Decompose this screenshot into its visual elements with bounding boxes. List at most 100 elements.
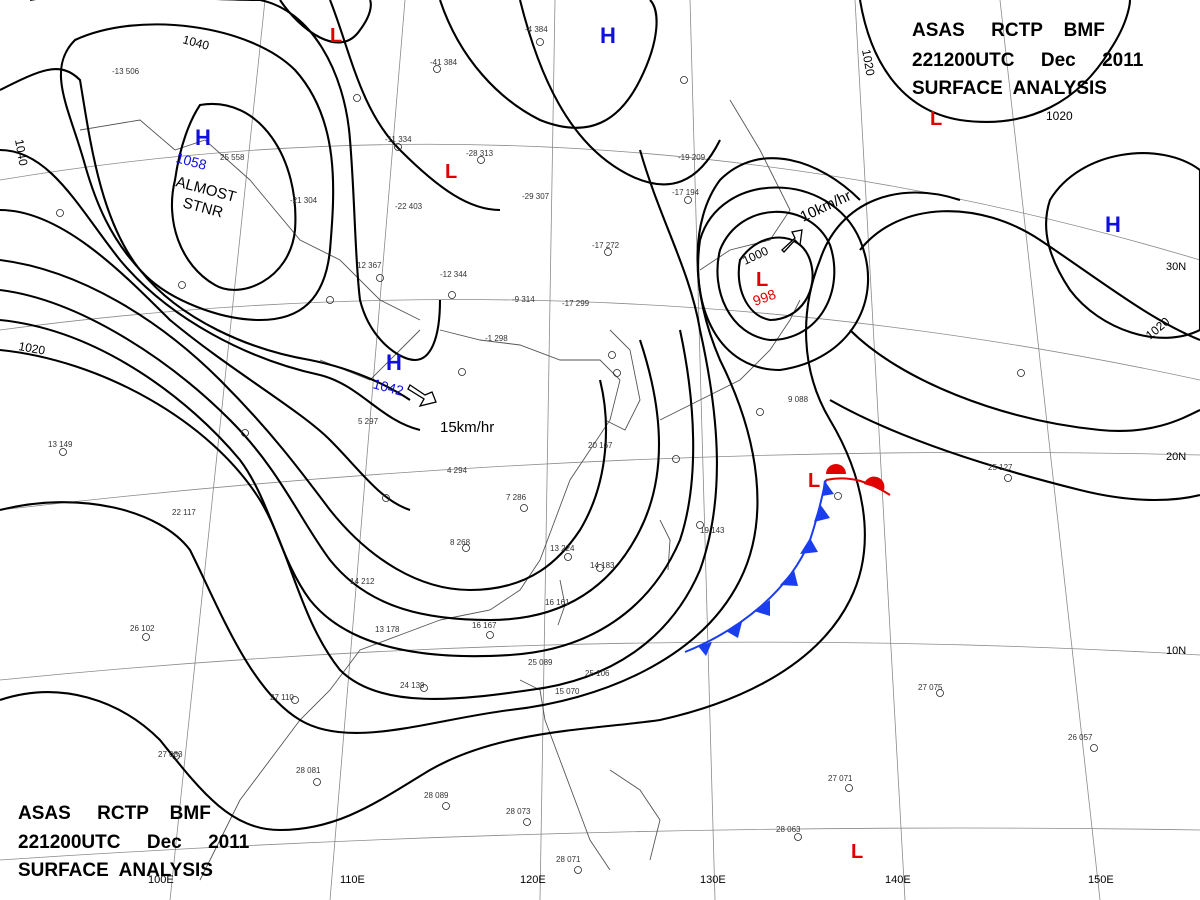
station-markers bbox=[56, 38, 1098, 874]
station-value: 28 073 bbox=[506, 807, 531, 816]
isobar-1048 bbox=[30, 0, 442, 362]
coast-korea bbox=[604, 329, 641, 431]
meridian-140e bbox=[854, 0, 906, 900]
lon-label: 150E bbox=[1088, 874, 1114, 886]
isobar-1012 bbox=[0, 191, 961, 832]
station-value: 25 089 bbox=[528, 658, 553, 667]
isobar-n-small bbox=[279, 0, 372, 44]
high-motion-label: 15km/hr bbox=[440, 419, 494, 436]
high-value-1058: 1058 bbox=[174, 149, 208, 173]
isobar-label: 1020 bbox=[17, 339, 46, 357]
station-value: 27 083 bbox=[158, 750, 183, 759]
isobar-1020 bbox=[0, 149, 718, 700]
lat-label: 20N bbox=[1166, 451, 1186, 463]
isobar-1012-e bbox=[829, 399, 1200, 502]
station-value: 25 127 bbox=[988, 463, 1013, 472]
header-bottom-line1: ASAS RCTP BMF bbox=[18, 803, 211, 824]
lat-label: 10N bbox=[1166, 645, 1186, 657]
isobar-1024-e bbox=[1045, 152, 1200, 339]
station-value: 24 139 bbox=[400, 681, 425, 690]
station-value: -17 194 bbox=[672, 188, 700, 197]
station-value: 26 102 bbox=[130, 624, 155, 633]
parallel-20n bbox=[0, 451, 1200, 511]
station-value: -41 384 bbox=[430, 58, 458, 67]
header-top-line1: ASAS RCTP BMF bbox=[912, 20, 1105, 41]
station-value: 13 149 bbox=[48, 440, 73, 449]
isobar-1044 bbox=[0, 68, 411, 401]
isobar-1004 bbox=[716, 210, 836, 342]
coast-bohai bbox=[319, 329, 421, 381]
isobar-1024 bbox=[0, 318, 695, 658]
station-value: 19 143 bbox=[700, 526, 725, 535]
station-value: 4 294 bbox=[447, 466, 468, 475]
parallel-30n bbox=[0, 299, 1200, 381]
meridian-120e bbox=[539, 0, 556, 900]
meridian-150e bbox=[999, 0, 1101, 900]
station-value: 28 071 bbox=[556, 855, 581, 864]
arrow-h-motion bbox=[407, 384, 437, 408]
coast-sakhalin bbox=[699, 99, 791, 271]
meridian-110e bbox=[329, 0, 406, 900]
low-center-mongolia: L bbox=[445, 161, 457, 183]
low-center-998: L bbox=[756, 269, 768, 291]
station-value: -13 506 bbox=[112, 67, 140, 76]
parallel-10n bbox=[0, 641, 1200, 681]
low-center-north: L bbox=[330, 25, 342, 47]
station-value: 28 063 bbox=[776, 825, 801, 834]
header-bottom: ASAS RCTP BMF 221200UTC Dec 2011 SURFACE… bbox=[18, 803, 250, 881]
isobar-label: 1040 bbox=[181, 32, 211, 53]
isobar-1040 bbox=[0, 148, 421, 432]
station-value: 16 161 bbox=[545, 598, 570, 607]
station-value: 25 106 bbox=[585, 669, 610, 678]
arrow-l-motion bbox=[781, 229, 803, 253]
station-value: 15 070 bbox=[555, 687, 580, 696]
station-value: 16 167 bbox=[472, 621, 497, 630]
cold-front bbox=[684, 479, 834, 656]
station-value: 26 057 bbox=[1068, 733, 1093, 742]
station-value: -1 298 bbox=[485, 334, 508, 343]
station-value: 20 167 bbox=[588, 441, 613, 450]
station-value: 14 183 bbox=[590, 561, 615, 570]
lon-label: 140E bbox=[885, 874, 911, 886]
station-value: -9 314 bbox=[512, 295, 535, 304]
axis-labels: 100E 110E 120E 130E 140E 150E 30N 20N 10… bbox=[148, 261, 1186, 886]
motion-arrows bbox=[407, 229, 803, 408]
station-value: 28 089 bbox=[424, 791, 449, 800]
coast-china-east bbox=[439, 329, 621, 621]
coast-japan bbox=[659, 299, 801, 421]
station-value: 13 224 bbox=[550, 544, 575, 553]
isobar-1000 bbox=[737, 236, 814, 322]
header-bottom-line2: 221200UTC Dec 2011 bbox=[18, 832, 250, 853]
station-value: 27 110 bbox=[270, 693, 294, 702]
header-top-line2: 221200UTC Dec 2011 bbox=[912, 50, 1144, 71]
pressure-systems: H 1058 ALMOST STNR H 1042 15km/hr L 998 … bbox=[174, 23, 1121, 863]
station-value: 8 268 bbox=[450, 538, 471, 547]
low-center-south: L bbox=[851, 841, 863, 863]
station-value: 27 075 bbox=[918, 683, 943, 692]
coast-okinawa bbox=[659, 519, 671, 571]
station-value: -19 209 bbox=[678, 153, 706, 162]
lon-label: 100E bbox=[148, 874, 174, 886]
station-value: -22 403 bbox=[395, 202, 423, 211]
isobar-1016-e bbox=[849, 329, 1200, 432]
isobar-1020-e bbox=[859, 210, 1200, 341]
station-value: -21 304 bbox=[290, 196, 318, 205]
lon-label: 110E bbox=[340, 874, 365, 886]
coast-mindanao bbox=[609, 769, 661, 861]
station-value: 5 297 bbox=[358, 417, 379, 426]
low-center-northeast: L bbox=[930, 108, 942, 130]
station-value: -12 344 bbox=[440, 270, 468, 279]
station-value: -11 334 bbox=[385, 135, 412, 144]
warm-front bbox=[825, 464, 891, 496]
isobar-n-2 bbox=[439, 0, 658, 129]
isobar-1056 bbox=[171, 102, 297, 291]
station-labels: -13 506 -4 384 -41 384 25 558 -28 313 -1… bbox=[48, 25, 1093, 864]
isobar-1036 bbox=[0, 208, 411, 511]
isobar-1032 bbox=[0, 258, 608, 592]
station-value: 27 071 bbox=[828, 774, 853, 783]
high-value-1042: 1042 bbox=[371, 375, 405, 399]
header-top-line3: SURFACE ANALYSIS bbox=[912, 78, 1107, 99]
station-value: -17 299 bbox=[562, 299, 590, 308]
high-center-1042: H bbox=[386, 350, 402, 375]
